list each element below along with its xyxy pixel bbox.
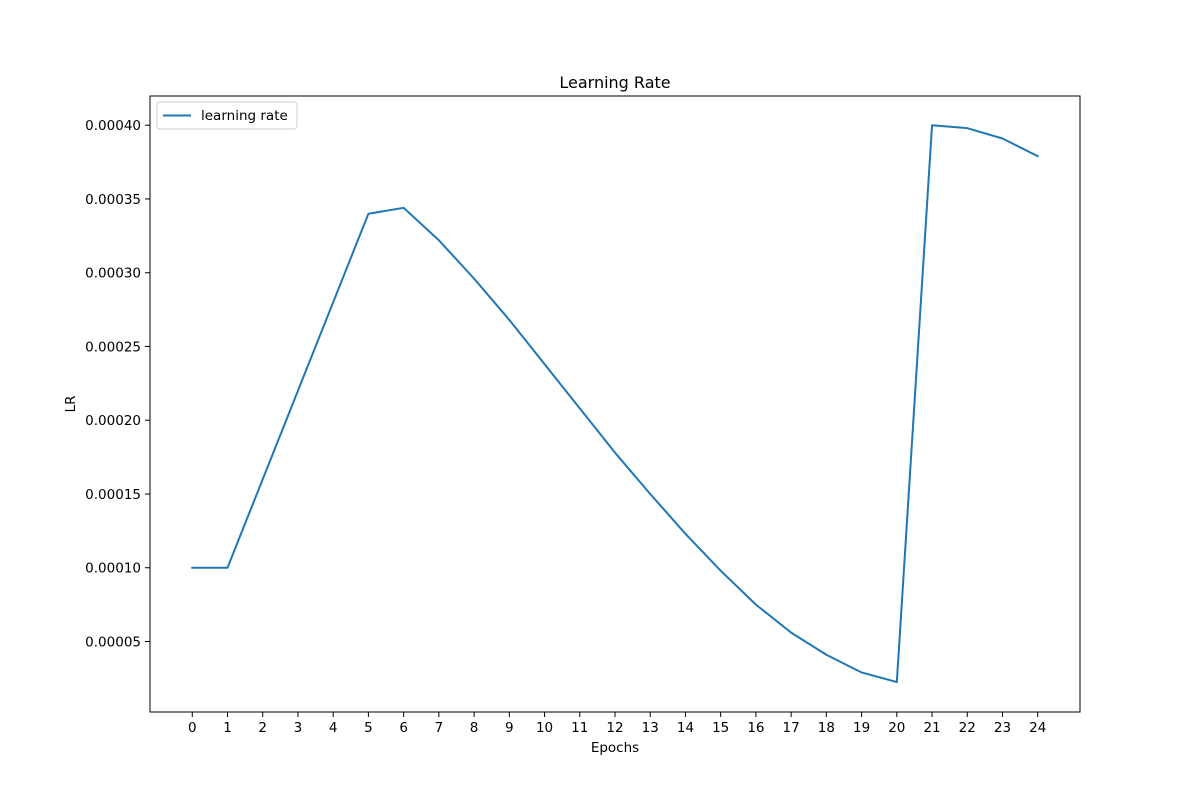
x-tick-label: 4 xyxy=(329,720,338,736)
x-tick-label: 23 xyxy=(994,720,1011,736)
x-tick-label: 20 xyxy=(888,720,905,736)
y-tick-label: 0.00010 xyxy=(85,561,141,577)
y-tick-label: 0.00015 xyxy=(85,487,141,503)
x-axis-ticks: 0 1 2 3 4 5 6 7 8 9 10 11 12 13 14 15 16 17 18 19 20 21 22 23 24 xyxy=(188,712,1046,736)
y-axis-ticks: 0.00005 0.00010 0.00015 0.00020 0.00025 0.000… xyxy=(85,118,150,650)
y-tick-label: 0.00030 xyxy=(85,266,141,282)
x-tick-label: 12 xyxy=(606,720,623,736)
x-tick-label: 3 xyxy=(294,720,303,736)
x-tick-label: 14 xyxy=(677,720,694,736)
x-axis-label: Epochs xyxy=(591,740,639,756)
x-tick-label: 1 xyxy=(223,720,232,736)
x-tick-label: 6 xyxy=(399,720,408,736)
x-tick-label: 10 xyxy=(536,720,553,736)
y-tick-label: 0.00035 xyxy=(85,192,141,208)
y-tick-label: 0.00020 xyxy=(85,413,141,429)
x-tick-label: 17 xyxy=(783,720,800,736)
legend-box xyxy=(156,101,298,130)
x-tick-label: 15 xyxy=(712,720,729,736)
x-tick-label: 22 xyxy=(959,720,976,736)
x-tick-label: 24 xyxy=(1029,720,1046,736)
x-tick-label: 18 xyxy=(818,720,835,736)
x-tick-label: 5 xyxy=(364,720,373,736)
x-tick-label: 9 xyxy=(505,720,514,736)
x-tick-label: 8 xyxy=(470,720,479,736)
x-tick-label: 19 xyxy=(853,720,870,736)
chart-title: Learning Rate xyxy=(559,73,670,92)
x-tick-label: 2 xyxy=(258,720,267,736)
y-tick-label: 0.00040 xyxy=(85,118,141,134)
x-tick-label: 7 xyxy=(435,720,444,736)
plot-area xyxy=(150,96,1080,712)
x-tick-label: 16 xyxy=(747,720,764,736)
legend: learning rate xyxy=(156,101,298,130)
series-layer xyxy=(191,124,1040,684)
x-tick-label: 11 xyxy=(571,720,588,736)
x-tick-label: 21 xyxy=(923,720,940,736)
y-axis-label: LR xyxy=(63,396,79,413)
y-tick-label: 0.00025 xyxy=(85,339,141,355)
plot-frame xyxy=(149,95,1081,713)
series-line-learning-rate xyxy=(191,124,1040,684)
x-tick-label: 0 xyxy=(188,720,197,736)
legend-label: learning rate xyxy=(201,108,288,124)
x-tick-label: 13 xyxy=(642,720,659,736)
y-tick-label: 0.00005 xyxy=(85,634,141,650)
plot-background xyxy=(150,96,1080,712)
